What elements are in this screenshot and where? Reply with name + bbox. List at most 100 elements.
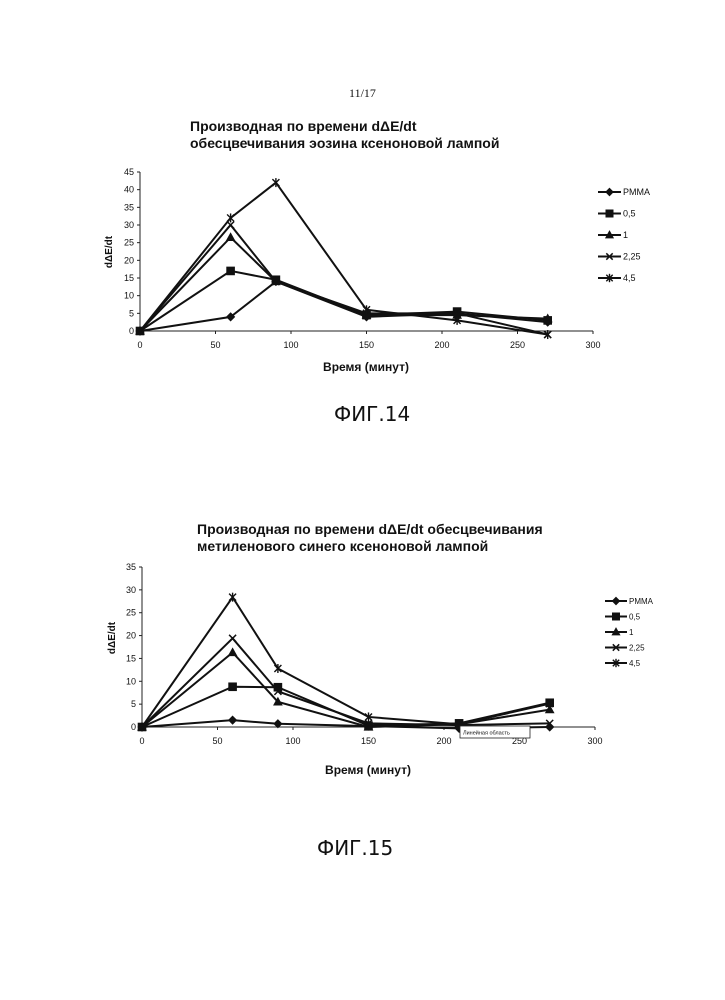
chart-2-y-tick-label: 25: [126, 608, 136, 618]
chart-2-data-point: [273, 719, 283, 729]
chart-1-title-line-1: Производная по времени dΔE/dt: [190, 118, 417, 134]
chart-2-data-point: [228, 634, 237, 643]
chart-1-x-tick-label: 50: [210, 340, 220, 350]
chart-1-data-point: [453, 309, 462, 318]
chart-1-title-line-2: обесцвечивания эозина ксеноновой лампой: [190, 135, 500, 151]
chart-1-data-point: [453, 315, 462, 325]
chart-1-data-point: [543, 330, 552, 340]
chart-1-legend-label: PMMA: [623, 187, 650, 197]
chart-1-y-tick-label: 30: [124, 220, 134, 230]
chart-2-y-axis-label: dΔE/dt: [107, 621, 118, 654]
chart-2-data-point: [545, 722, 555, 732]
chart-2-legend-label: 1: [629, 628, 634, 637]
chart-2-data-point: [364, 719, 373, 728]
chart-2-data-point: [228, 592, 237, 602]
chart-2-x-tick-label: 250: [512, 736, 527, 746]
chart-1-y-tick-label: 5: [129, 308, 134, 318]
chart-1-data-point: [362, 305, 371, 315]
chart-2-y-tick-label: 5: [131, 699, 136, 709]
chart-2-y-tick-label: 0: [131, 722, 136, 732]
chart-2-data-point: [227, 647, 238, 657]
chart-2-series-line: [141, 636, 550, 728]
chart-2-data-point: [273, 696, 283, 706]
chart-2-y-tick-label: 10: [126, 676, 136, 686]
chart-2-x-tick-label: 0: [139, 736, 144, 746]
chart-2-x-tick-label: 50: [212, 736, 222, 746]
chart-1-legend-marker: [605, 187, 614, 197]
chart-1-series-line: [139, 235, 548, 332]
chart-2-y-tick-label: 35: [126, 562, 136, 572]
chart-2-title-line-2: метиленового синего ксеноновой лампой: [197, 538, 489, 554]
chart-1-y-tick-label: 20: [124, 255, 134, 265]
chart-2-legend-marker: [611, 627, 621, 636]
chart-2-x-tick-label: 150: [361, 736, 376, 746]
chart-2-x-tick-label: 100: [285, 736, 300, 746]
chart-1-x-tick-label: 100: [283, 340, 298, 350]
chart-2-data-point: [545, 719, 554, 728]
chart-2-legend-label: 0,5: [629, 613, 641, 622]
chart-1-data-point: [226, 220, 235, 230]
chart-2-legend-marker: [612, 643, 620, 652]
chart-2-y-tick-label: 30: [126, 585, 136, 595]
chart-1-x-tick-label: 200: [434, 340, 449, 350]
chart-1-legend-label: 2,25: [623, 252, 641, 262]
chart-2-x-tick-label: 200: [436, 736, 451, 746]
chart-2-data-point: [364, 712, 373, 722]
chart-1-legend-marker: [605, 209, 614, 218]
chart-2-x-axis-label: Время (минут): [325, 763, 411, 777]
chart-2-data-point: [544, 704, 555, 714]
chart-2-y-tick-label: 20: [126, 631, 136, 641]
chart-2-annotation-label: Линейная область: [463, 730, 510, 737]
chart-1-y-tick-label: 10: [124, 291, 134, 301]
chart-1-data-point: [136, 326, 144, 336]
chart-1-data-point: [226, 266, 235, 276]
figure-15-label: ФИГ.15: [317, 836, 394, 860]
chart-2-legend-marker: [611, 596, 621, 606]
chart-2-y-tick-label: 15: [126, 653, 136, 663]
chart-1-y-tick-label: 25: [124, 238, 134, 248]
chart-1-y-tick-label: 0: [129, 326, 134, 336]
chart-2-annotation-box: [459, 725, 531, 739]
chart-2-legend-marker: [612, 658, 620, 668]
chart-1-legend-marker: [605, 273, 614, 283]
chart-1-legend-marker: [604, 230, 615, 239]
chart-1-y-axis-label: dΔE/dt: [104, 235, 115, 268]
chart-2-legend-label: 2,25: [629, 644, 645, 653]
chart-1-x-axis-label: Время (минут): [323, 360, 409, 374]
chart-2-title-line-1: Производная по времени dΔE/dt обесцвечив…: [197, 521, 543, 537]
chart-1-data-point: [225, 312, 236, 322]
chart-1-y-tick-label: 45: [124, 167, 134, 177]
chart-2-legend-marker: [611, 612, 620, 621]
chart-1-x-tick-label: 150: [359, 340, 374, 350]
chart-1-x-tick-label: 250: [510, 340, 525, 350]
chart-1-data-point: [271, 277, 280, 286]
chart-2-data-point: [363, 721, 374, 731]
figure-14-label: ФИГ.14: [334, 402, 411, 426]
chart-1-legend-label: 0,5: [623, 209, 636, 219]
chart-1-x-tick-label: 0: [137, 340, 142, 350]
chart-2-data-point: [273, 687, 282, 696]
chart-1-title: Производная по времени dΔE/dt обесцвечив…: [190, 118, 499, 152]
chart-1-legend-label: 4,5: [623, 273, 636, 283]
chart-2-legend-label: 4,5: [629, 659, 641, 668]
chart-1-x-tick-label: 300: [585, 340, 600, 350]
chart-2-title: Производная по времени dΔE/dt обесцвечив…: [197, 521, 543, 555]
chart-2-data-point: [228, 682, 237, 692]
chart-1-data-point: [271, 178, 280, 188]
chart-1-data-point: [542, 313, 553, 323]
chart-2-data-point: [227, 715, 238, 725]
chart-2-data-point: [545, 699, 554, 709]
chart-1-series-line: [139, 181, 548, 336]
chart-2-series-line: [141, 595, 550, 728]
page-number: 11/17: [349, 86, 376, 100]
chart-1-legend-marker: [605, 252, 614, 261]
chart-1-y-tick-label: 35: [124, 202, 134, 212]
chart-2-data-point: [273, 663, 282, 673]
chart-2-x-tick-label: 300: [587, 736, 602, 746]
chart-1-legend-label: 1: [623, 230, 628, 240]
chart-2-data-point: [138, 722, 146, 732]
chart-1-y-tick-label: 40: [124, 185, 134, 195]
chart-1-data-point: [225, 232, 236, 241]
chart-1-y-tick-label: 15: [124, 273, 134, 283]
